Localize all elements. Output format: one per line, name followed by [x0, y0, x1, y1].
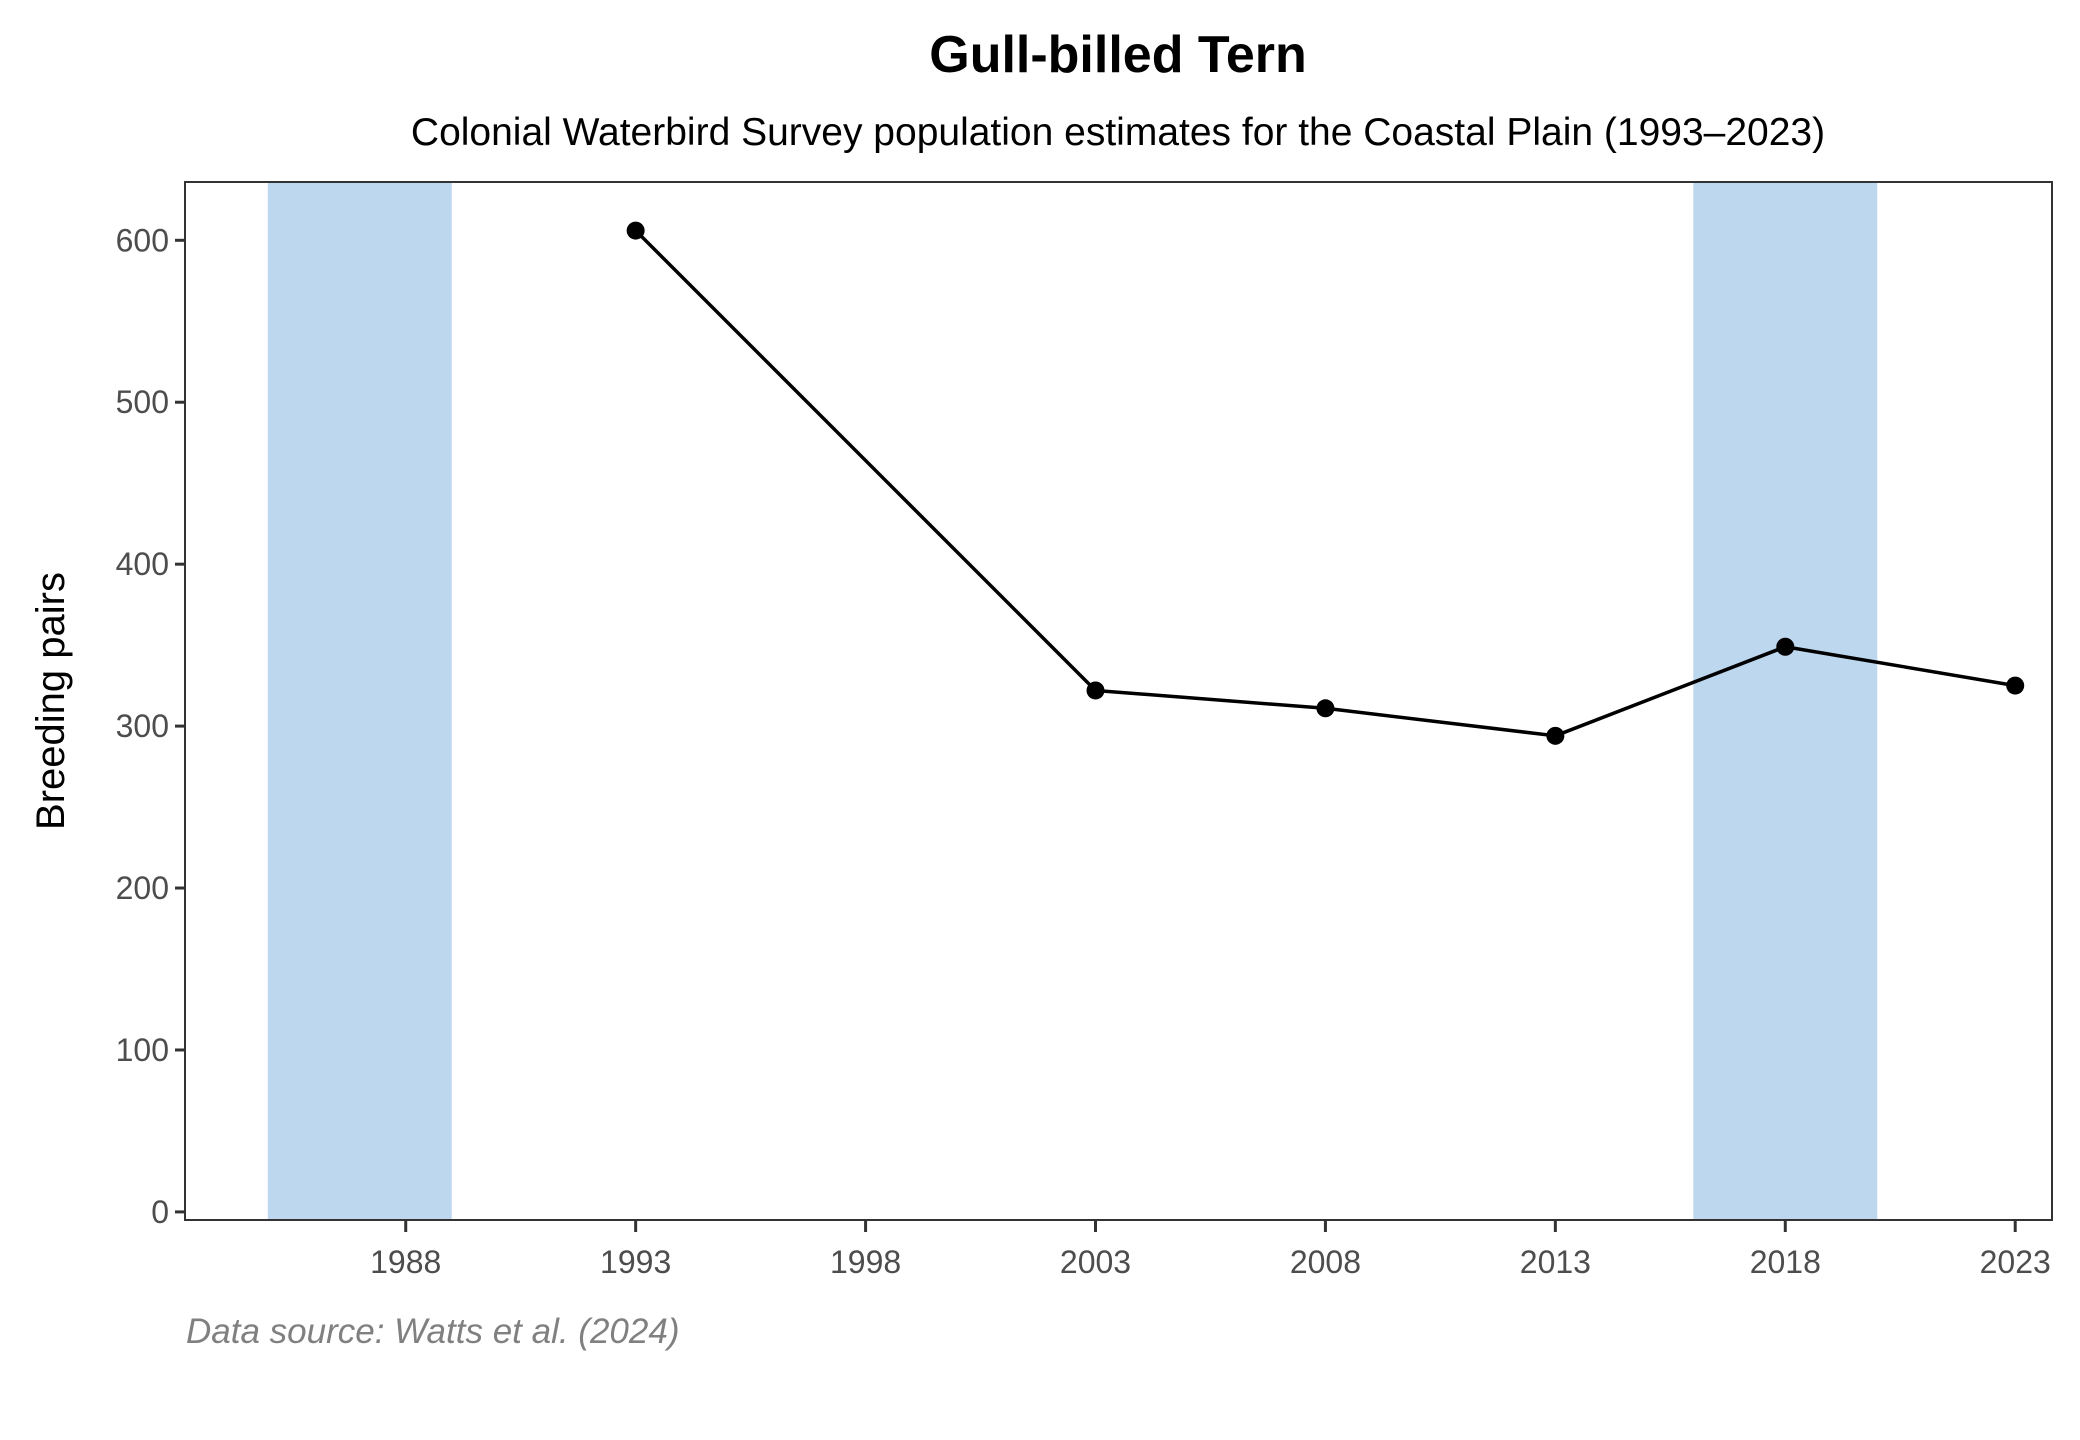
x-tick-label: 2018: [1750, 1244, 1821, 1280]
series-line: [634, 229, 2016, 738]
y-tick-label: 200: [116, 870, 169, 906]
data-point-2013: [1546, 726, 1565, 745]
shaded-period-1: [1693, 182, 1878, 1220]
data-source-caption: Data source: Watts et al. (2024): [186, 1312, 679, 1351]
shaded-periods: [267, 182, 1878, 1220]
series-layer: [626, 221, 2025, 745]
y-tick-label: 500: [116, 384, 169, 420]
x-tick-label: 2013: [1520, 1244, 1591, 1280]
data-point-1993: [626, 221, 645, 240]
data-point-2003: [1086, 681, 1105, 700]
x-tick-label: 1998: [830, 1244, 901, 1280]
data-point-2018: [1776, 637, 1795, 656]
data-point-2023: [2006, 676, 2025, 695]
data-point-2008: [1316, 699, 1335, 718]
y-tick-label: 400: [116, 546, 169, 582]
plot-panel-border: [184, 181, 2053, 1221]
x-tick-label: 2008: [1290, 1244, 1361, 1280]
shaded-period-0: [267, 182, 452, 1220]
y-axis-title: Breeding pairs: [29, 572, 73, 830]
y-axis: 0 100 200 300 400 500 600: [116, 222, 185, 1230]
y-tick-label: 300: [116, 708, 169, 744]
y-tick-label: 100: [116, 1032, 169, 1068]
y-tick-label: 600: [116, 222, 169, 258]
x-tick-label: 1993: [600, 1244, 671, 1280]
x-axis: 1988 1993 1998 2003 2008 2013 2018 2023: [370, 1220, 2051, 1280]
chart-subtitle: Colonial Waterbird Survey population est…: [411, 111, 1825, 154]
y-tick-label: 0: [151, 1194, 169, 1230]
x-tick-label: 1988: [370, 1244, 441, 1280]
chart-title: Gull-billed Tern: [929, 26, 1306, 84]
x-tick-label: 2023: [1980, 1244, 2051, 1280]
x-tick-label: 2003: [1060, 1244, 1131, 1280]
